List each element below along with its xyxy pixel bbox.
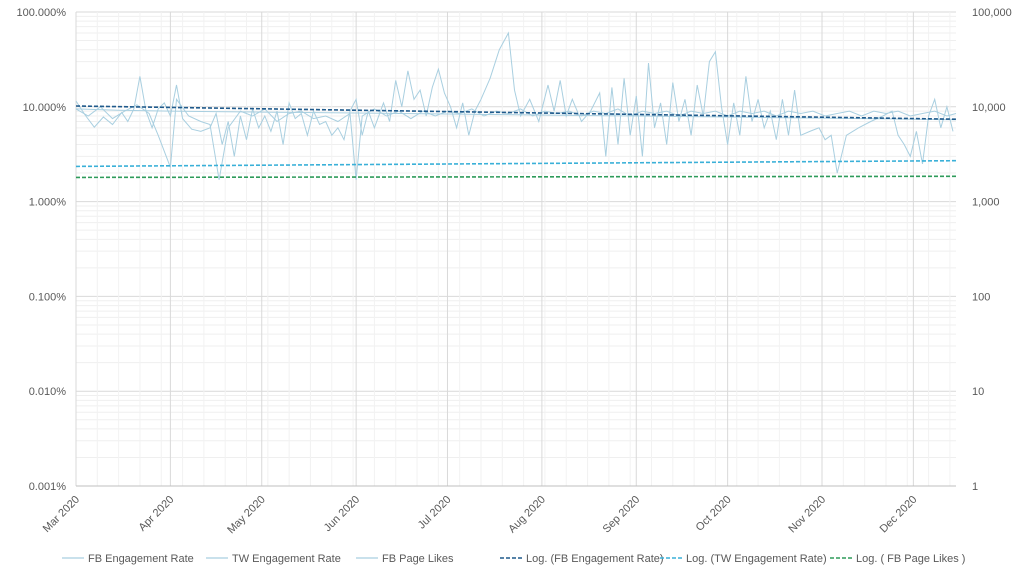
y-tick-label: 0.001% — [29, 481, 67, 493]
y-tick-label: 1.000% — [29, 197, 67, 209]
series-line-log-fb-engagement-rate — [75, 105, 957, 120]
series-line-fb-engagement-rate — [75, 31, 954, 174]
x-tick-label: Apr 2020 — [136, 494, 176, 534]
y-tick-label: 0.010% — [29, 386, 67, 398]
series-line-fb-page-likes — [75, 108, 957, 121]
x-tick-label: Jul 2020 — [416, 494, 454, 532]
x-tick-label: Dec 2020 — [878, 494, 920, 536]
legend-label-log-fb-page-likes: Log. ( FB Page Likes ) — [856, 553, 965, 565]
x-tick-label: Sep 2020 — [601, 494, 643, 536]
series-layer — [75, 31, 957, 180]
x-tick-label: May 2020 — [225, 494, 268, 537]
y2-tick-label: 1 — [972, 481, 978, 493]
grid-layer — [75, 11, 956, 487]
y2-tick-label: 10,000 — [972, 102, 1006, 114]
legend-label-log-fb-engagement-rate: Log. (FB Engagement Rate) — [526, 553, 664, 565]
series-line-log-tw-engagement-rate — [75, 159, 957, 168]
y-tick-label: 100.000% — [16, 7, 66, 19]
legend-label-fb-engagement-rate: FB Engagement Rate — [88, 553, 194, 565]
legend: FB Engagement Rate TW Engagement Rate FB P… — [62, 553, 965, 565]
x-tick-label: Aug 2020 — [506, 494, 548, 536]
x-tick-label: Oct 2020 — [694, 494, 734, 534]
y2-tick-label: 100 — [972, 291, 990, 303]
y-tick-label: 10.000% — [23, 102, 67, 114]
y2-tick-label: 10 — [972, 386, 984, 398]
x-tick-label: Mar 2020 — [41, 494, 82, 535]
legend-label-log-tw-engagement-rate: Log. (TW Engagement Rate) — [686, 553, 827, 565]
y-tick-label: 0.100% — [29, 291, 67, 303]
x-tick-label: Jun 2020 — [322, 494, 362, 534]
legend-label-tw-engagement-rate: TW Engagement Rate — [232, 553, 341, 565]
y2-tick-label: 100,000 — [972, 7, 1012, 19]
x-tick-label: Nov 2020 — [786, 494, 828, 536]
y2-tick-label: 1,000 — [972, 197, 1000, 209]
legend-label-fb-page-likes: FB Page Likes — [382, 553, 454, 565]
series-line-log-fb-page-likes — [75, 175, 957, 179]
